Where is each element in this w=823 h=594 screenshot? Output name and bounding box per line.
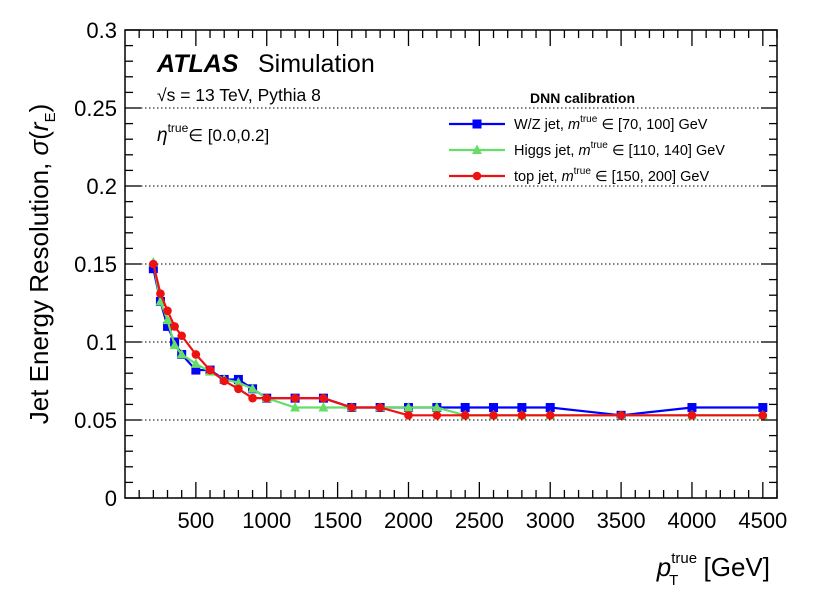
grid-lines bbox=[125, 107, 777, 421]
x-axis-label: ptrue T [GeV] bbox=[656, 550, 770, 589]
legend-title: DNN calibration bbox=[530, 90, 635, 106]
y-axis-label: Jet Energy Resolution, σ(rE) bbox=[24, 104, 59, 425]
eta-superscript: true bbox=[168, 121, 189, 135]
legend-entry-0: W/Z jet, mtrue ∈ [70, 100] GeV bbox=[449, 114, 708, 133]
data-point bbox=[149, 259, 158, 269]
y-tick-label: 0.25 bbox=[74, 96, 117, 121]
y-tick-label: 0 bbox=[105, 486, 117, 511]
x-tick-label: 4000 bbox=[667, 508, 716, 533]
y-tick-label: 0.15 bbox=[74, 252, 117, 277]
data-point bbox=[758, 411, 768, 420]
x-tick-label: 2500 bbox=[455, 508, 504, 533]
x-tick-label: 3500 bbox=[597, 508, 646, 533]
data-point bbox=[432, 411, 442, 420]
data-point bbox=[489, 403, 499, 413]
x-tick-label: 2000 bbox=[384, 508, 433, 533]
legend: W/Z jet, mtrue ∈ [70, 100] GeV Higgs jet,… bbox=[449, 114, 725, 185]
data-point bbox=[233, 377, 244, 387]
data-point bbox=[687, 411, 697, 420]
data-point bbox=[247, 383, 258, 393]
y-axis-label-sub: E bbox=[42, 112, 59, 122]
legend-swatch-marker bbox=[472, 171, 482, 181]
data-point bbox=[190, 358, 201, 368]
y-axis-label-r: r bbox=[24, 121, 54, 131]
data-point bbox=[545, 411, 555, 420]
data-point bbox=[318, 402, 329, 412]
y-tick-label: 0.05 bbox=[74, 408, 117, 433]
data-point bbox=[219, 376, 229, 386]
eta-range: ∈ [0.0,0.2] bbox=[188, 126, 269, 145]
data-point bbox=[162, 314, 173, 325]
data-point bbox=[517, 411, 527, 420]
data-point bbox=[156, 289, 165, 298]
data-point bbox=[191, 365, 201, 375]
x-tick-label: 1500 bbox=[313, 508, 362, 533]
data-point bbox=[347, 403, 357, 412]
data-point bbox=[517, 403, 527, 413]
data-point bbox=[616, 411, 626, 420]
y-axis-label-main: Jet Energy Resolution, bbox=[24, 155, 54, 424]
data-point bbox=[290, 402, 301, 412]
x-tick-label: 4500 bbox=[738, 508, 787, 533]
x-axis-label-p: p bbox=[656, 552, 671, 582]
y-axis-ticks: 0 0.05 0.1 0.15 0.2 0.25 0.3 bbox=[74, 18, 777, 511]
legend-label: top jet, mtrue ∈ [150, 200] GeV bbox=[514, 166, 709, 185]
data-point bbox=[545, 403, 555, 413]
data-point bbox=[489, 411, 498, 420]
x-axis-label-sup: true bbox=[671, 550, 697, 567]
x-axis-ticks: 500 1000 1500 2000 2500 3000 3500 4000 4500 bbox=[138, 30, 787, 533]
legend-entry-1: Higgs jet, mtrue ∈ [110, 140] GeV bbox=[449, 140, 725, 159]
series-layer bbox=[148, 256, 768, 420]
energy-label: √s = 13 TeV, Pythia 8 bbox=[157, 85, 321, 105]
data-point bbox=[163, 306, 172, 316]
data-point bbox=[262, 393, 272, 403]
series-line bbox=[152, 263, 763, 417]
legend-label: Higgs jet, mtrue ∈ [110, 140] GeV bbox=[514, 140, 725, 159]
data-point bbox=[403, 402, 414, 412]
y-axis-label-paren-close: ) bbox=[24, 104, 54, 113]
x-axis-label-sub: T bbox=[669, 572, 678, 589]
y-tick-label: 0.1 bbox=[86, 330, 117, 355]
x-tick-label: 1000 bbox=[242, 508, 291, 533]
data-point bbox=[248, 393, 257, 403]
y-tick-label: 0.2 bbox=[86, 174, 117, 199]
y-axis-label-paren-open: ( bbox=[24, 131, 54, 140]
x-tick-label: 3000 bbox=[526, 508, 575, 533]
data-point bbox=[163, 321, 173, 331]
simulation-label: Simulation bbox=[258, 50, 375, 78]
data-point bbox=[169, 339, 180, 350]
data-point bbox=[375, 403, 385, 412]
data-point bbox=[460, 411, 470, 420]
data-point bbox=[460, 403, 470, 413]
series-1 bbox=[148, 256, 768, 420]
data-point bbox=[290, 393, 300, 403]
x-axis-label-unit: [GeV] bbox=[696, 552, 770, 582]
data-point bbox=[155, 295, 166, 306]
legend-swatch-marker bbox=[472, 144, 482, 154]
y-axis-label-sigma: σ bbox=[24, 138, 54, 155]
y-tick-label: 0.3 bbox=[86, 18, 117, 43]
series-2 bbox=[149, 259, 768, 420]
data-point bbox=[205, 365, 215, 375]
data-point bbox=[431, 402, 442, 412]
legend-label: W/Z jet, mtrue ∈ [70, 100] GeV bbox=[514, 114, 708, 133]
data-point bbox=[170, 322, 179, 331]
eta-label: ηtrue∈ [0.0,0.2] bbox=[157, 121, 269, 146]
data-point bbox=[319, 393, 328, 403]
data-point bbox=[177, 331, 186, 341]
data-point bbox=[687, 403, 697, 413]
data-point bbox=[176, 348, 187, 359]
legend-swatch-marker bbox=[472, 119, 482, 129]
x-tick-label: 500 bbox=[178, 508, 215, 533]
data-point bbox=[404, 411, 413, 420]
data-point bbox=[234, 384, 243, 394]
data-point bbox=[758, 403, 768, 413]
eta-symbol: η bbox=[157, 125, 168, 146]
atlas-label: ATLAS bbox=[156, 50, 239, 78]
legend-entry-2: top jet, mtrue ∈ [150, 200] GeV bbox=[449, 166, 709, 185]
data-point bbox=[191, 350, 201, 359]
